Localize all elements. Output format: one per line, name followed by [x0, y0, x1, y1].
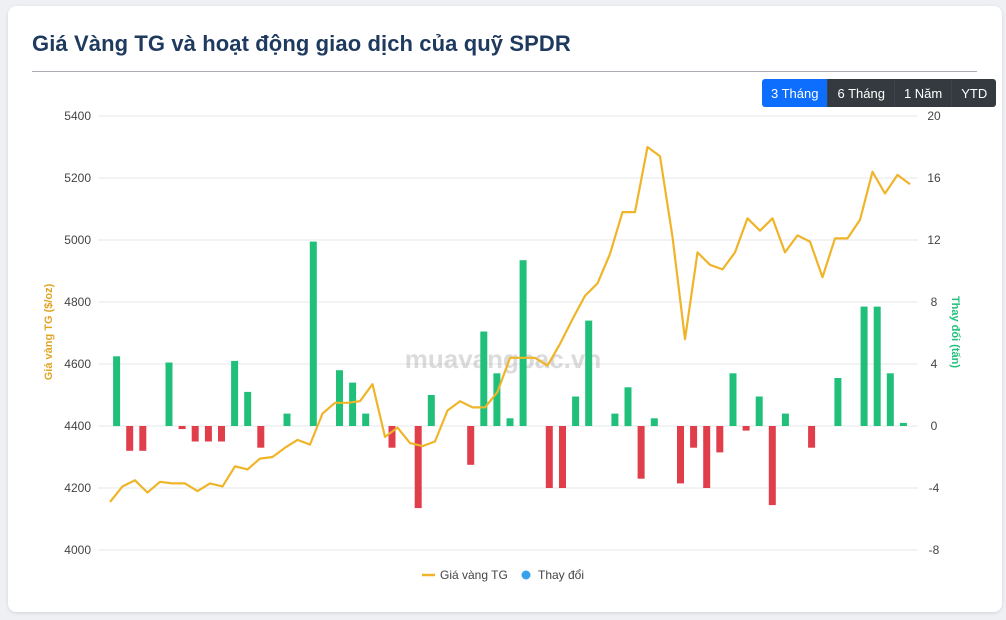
range-selector: 3 Tháng 6 Tháng 1 Năm YTD [762, 79, 997, 107]
change-bar[interactable] [545, 426, 553, 488]
change-bar[interactable] [519, 260, 527, 426]
left-tick-label: 4000 [64, 543, 91, 557]
change-bar[interactable] [860, 306, 868, 426]
change-bar[interactable] [309, 241, 317, 426]
right-tick-label: -8 [929, 543, 940, 557]
left-tick-label: 5000 [64, 233, 91, 247]
change-bar[interactable] [742, 426, 750, 431]
legend-label-change[interactable]: Thay đổi [538, 568, 584, 582]
change-bar[interactable] [808, 426, 816, 448]
title-divider [32, 71, 977, 72]
chart-card: Giá Vàng TG và hoạt động giao dịch của q… [8, 6, 1002, 612]
grid-lines [98, 115, 918, 551]
change-bar[interactable] [204, 426, 212, 442]
right-tick-label: 4 [931, 357, 938, 371]
change-bar[interactable] [559, 426, 566, 488]
change-bar[interactable] [218, 426, 225, 442]
change-bar[interactable] [480, 331, 488, 427]
change-bar[interactable] [611, 413, 619, 426]
change-bar[interactable] [414, 426, 422, 509]
range-button-1-year[interactable]: 1 Năm [893, 79, 952, 107]
change-bar[interactable] [729, 373, 737, 426]
change-bar[interactable] [755, 396, 763, 427]
left-tick-label: 4200 [64, 481, 91, 495]
change-bar[interactable] [165, 362, 173, 427]
change-bar[interactable] [388, 426, 396, 448]
change-bar[interactable] [126, 426, 134, 451]
right-axis-ticks: -8 -4 0 4 8 12 16 20 [927, 109, 941, 557]
left-tick-label: 4800 [64, 295, 91, 309]
change-bar[interactable] [244, 391, 252, 426]
range-button-ytd[interactable]: YTD [951, 79, 997, 107]
range-button-3-months[interactable]: 3 Tháng [762, 79, 828, 107]
right-tick-label: 16 [927, 171, 941, 185]
right-tick-label: 8 [931, 295, 938, 309]
change-bar[interactable] [349, 382, 357, 426]
gold-price-line [109, 145, 911, 503]
legend-dot-swatch [521, 570, 531, 580]
change-bar[interactable] [585, 320, 593, 426]
right-axis-title: Thay đổi (tấn) [949, 296, 961, 368]
change-bar[interactable] [886, 373, 894, 426]
change-bar[interactable] [113, 356, 121, 427]
chart-title: Giá Vàng TG và hoạt động giao dịch của q… [32, 31, 571, 56]
change-bar[interactable] [690, 426, 698, 448]
change-bar[interactable] [467, 426, 475, 465]
change-bar[interactable] [493, 373, 501, 426]
change-bar[interactable] [139, 426, 147, 451]
legend: Giá vàng TG Thay đổi [422, 568, 584, 582]
right-tick-label: 12 [927, 233, 941, 247]
change-bar[interactable] [427, 395, 435, 426]
left-tick-label: 4400 [64, 419, 91, 433]
left-axis-title: Giá vàng TG ($/oz) [43, 283, 55, 380]
change-bar[interactable] [873, 306, 881, 426]
change-bar[interactable] [637, 426, 645, 479]
right-tick-label: 0 [931, 419, 938, 433]
change-bar[interactable] [336, 370, 343, 426]
change-bar[interactable] [231, 360, 239, 426]
right-tick-label: 20 [927, 109, 941, 123]
left-tick-label: 4600 [64, 357, 91, 371]
change-bar[interactable] [716, 426, 724, 453]
change-bar[interactable] [572, 396, 580, 427]
left-axis-ticks: 4000 4200 4400 4600 4800 5000 5200 5400 [64, 109, 91, 557]
watermark: muavangbac.vn [405, 344, 602, 374]
change-bar[interactable] [257, 426, 265, 448]
left-tick-label: 5400 [64, 109, 91, 123]
right-tick-label: -4 [929, 481, 940, 495]
range-button-6-months[interactable]: 6 Tháng [827, 79, 894, 107]
left-tick-label: 5200 [64, 171, 91, 185]
change-bar[interactable] [506, 418, 514, 427]
change-bars [113, 241, 907, 509]
change-bar[interactable] [703, 426, 711, 488]
change-bar[interactable] [677, 426, 684, 484]
change-bar[interactable] [283, 413, 291, 426]
legend-label-price[interactable]: Giá vàng TG [440, 568, 508, 582]
change-bar[interactable] [178, 426, 186, 430]
change-bar[interactable] [899, 422, 907, 426]
change-bar[interactable] [362, 413, 370, 426]
change-bar[interactable] [834, 378, 842, 426]
change-bar[interactable] [781, 413, 789, 426]
change-bar[interactable] [768, 426, 776, 506]
change-bar[interactable] [650, 418, 658, 427]
change-bar[interactable] [624, 387, 632, 427]
change-bar[interactable] [191, 426, 199, 442]
